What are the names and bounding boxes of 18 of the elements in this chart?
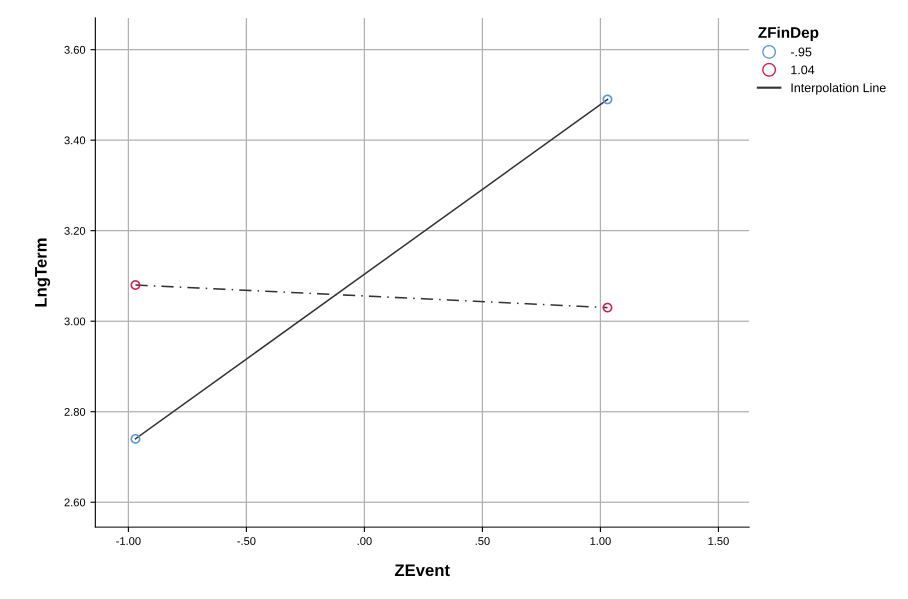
x-tick-label: -1.00 — [116, 537, 141, 546]
y-tick-label: 3.60 — [64, 46, 86, 54]
y-axis-title: LngTerm — [35, 238, 50, 306]
x-tick-label: .00 — [358, 537, 372, 546]
x-tick-label: 1.00 — [590, 537, 611, 546]
y-tick-label: 3.20 — [64, 226, 86, 235]
y-tick-label: 2.80 — [64, 408, 86, 416]
y-tick-label: 3.00 — [64, 317, 86, 326]
legend-title: ZFinDep — [758, 26, 818, 41]
x-tick-label: 1.50 — [708, 537, 729, 546]
x-axis-title: ZEvent — [394, 564, 450, 576]
x-tick-label: .50 — [476, 537, 490, 546]
legend-label: Interpolation Line — [792, 83, 886, 95]
y-tick-label: 3.40 — [64, 136, 86, 144]
legend-label: 1.04 — [791, 65, 814, 74]
y-tick-label: 2.60 — [64, 498, 86, 506]
legend-label: -.95 — [790, 48, 812, 56]
x-tick-label: -.50 — [237, 537, 256, 546]
